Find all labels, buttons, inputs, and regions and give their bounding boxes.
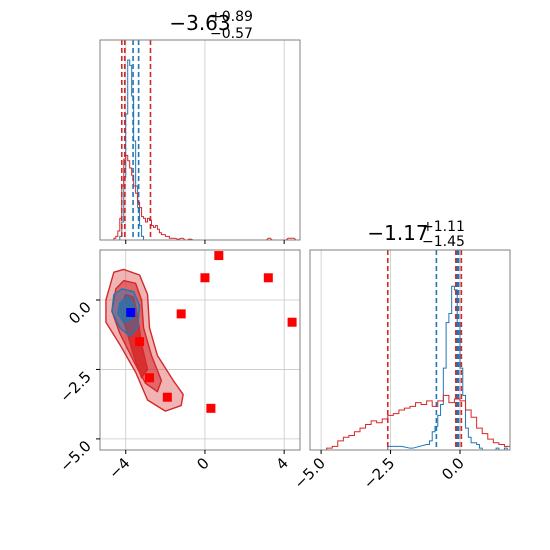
marginal-y-tick-label: 0.0: [438, 454, 468, 484]
red-square-marker: [206, 403, 216, 413]
joint-x-tick-labels: −4 0 4: [105, 454, 292, 482]
marginal-y-title: −1.17: [367, 221, 428, 245]
marginal-y-tick-label: −2.5: [360, 454, 398, 492]
marginal-x-title-main: −3.63: [169, 11, 230, 35]
marginal-x-title-plus: +0.89: [210, 9, 253, 25]
marginal-x-title-minus: −0.57: [210, 26, 253, 42]
red-square-marker: [176, 309, 186, 319]
red-square-marker: [145, 373, 155, 383]
joint-x-tick-label: −4: [105, 454, 133, 482]
marginal-y-title-main: −1.17: [367, 221, 428, 245]
marginal-y-panel: [309, 249, 511, 454]
marginal-y-title-plus: +1.11: [422, 219, 465, 235]
joint-frame: [99, 249, 301, 451]
marginal-y-frame: [309, 249, 511, 451]
joint-x-tick-label: 4: [273, 454, 292, 473]
marginal-y-tick-label: −5.0: [290, 454, 328, 492]
marginal-x-panel: [99, 39, 301, 244]
red-square-marker: [214, 251, 224, 261]
red-square-marker: [200, 273, 210, 283]
joint-y-tick-label: −2.5: [56, 368, 94, 406]
red-square-marker: [263, 273, 273, 283]
marginal-x-frame: [99, 39, 301, 241]
marginal-y-red-histogram: [321, 394, 511, 451]
joint-y-tick-labels: 0.0 −2.5 −5.0: [56, 298, 94, 475]
joint-y-tick-label: 0.0: [65, 298, 95, 328]
marginal-y-title-minus: −1.45: [422, 234, 465, 250]
marginal-y-blue-histogram: [387, 285, 510, 451]
marginal-x-blue-histogram: [119, 59, 146, 241]
marginal-y-x-tick-labels: −5.0 −2.5 0.0: [290, 454, 467, 492]
red-square-marker: [135, 337, 145, 347]
red-square-marker: [162, 392, 172, 402]
joint-y-tick-label: −5.0: [56, 437, 94, 475]
joint-x-tick-label: 0: [193, 454, 212, 473]
marginal-x-title: −3.63: [169, 11, 230, 35]
joint-panel: [96, 249, 301, 454]
red-square-marker: [287, 317, 297, 327]
blue-square-marker: [126, 308, 136, 317]
